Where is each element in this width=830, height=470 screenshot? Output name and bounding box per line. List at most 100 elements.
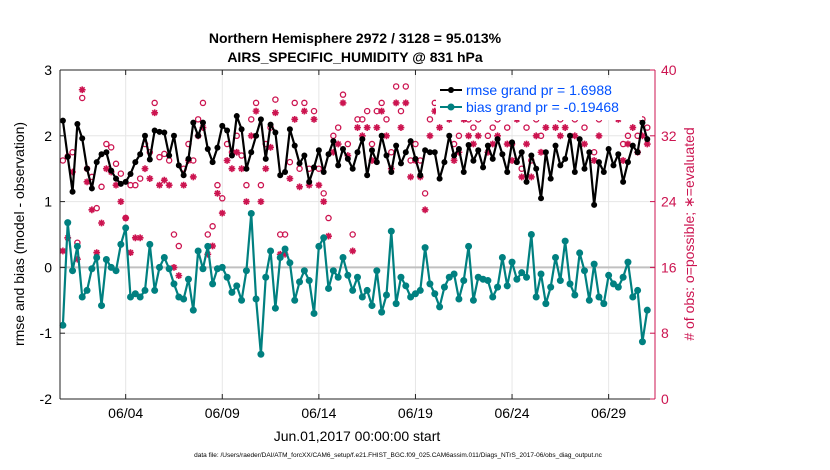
rmse-point — [624, 159, 631, 166]
obs-possible-marker — [392, 83, 400, 90]
bias-point — [141, 286, 149, 294]
obs-evaluated-marker — [300, 107, 308, 115]
bias-point — [238, 296, 246, 304]
obs-possible-marker — [214, 181, 221, 189]
rmse-point — [489, 155, 496, 162]
rmse-point — [291, 142, 298, 149]
y-tick-label-right: 8 — [661, 325, 669, 341]
bias-point — [595, 293, 603, 301]
obs-possible-marker — [98, 183, 105, 191]
rmse-point — [484, 142, 491, 149]
bias-point — [242, 267, 250, 275]
y-ticks-left: -2 -1 0 1 2 3 — [40, 62, 65, 407]
bias-point — [228, 288, 236, 296]
rmse-point — [151, 127, 158, 134]
rmse-point — [59, 117, 66, 124]
obs-evaluated-marker — [571, 132, 579, 140]
rmse-series — [59, 113, 651, 208]
obs-possible-marker — [281, 231, 289, 238]
obs-possible-marker — [397, 107, 405, 115]
bias-point — [194, 247, 202, 255]
obs-possible-marker — [272, 96, 279, 103]
rmse-point — [199, 119, 206, 126]
bias-point — [204, 242, 212, 250]
rmse-point — [402, 149, 409, 156]
bias-point — [436, 303, 444, 311]
x-axis-label: Jun.01,2017 00:00:00 start — [274, 428, 441, 444]
obs-evaluated-marker — [518, 173, 526, 181]
obs-possible-marker — [175, 242, 183, 250]
bias-series — [59, 209, 651, 358]
rmse-point — [378, 132, 385, 139]
rmse-point — [88, 185, 95, 192]
rmse-point — [431, 149, 438, 156]
obs-evaluated-marker — [527, 173, 535, 181]
rmse-point — [455, 145, 462, 152]
y-tick-label-right: 0 — [661, 391, 669, 407]
x-tick-label: 06/24 — [495, 405, 530, 421]
obs-possible-marker — [581, 124, 588, 131]
obs-possible-marker — [194, 116, 202, 123]
rmse-point — [93, 159, 100, 166]
obs-evaluated-marker — [581, 140, 588, 148]
bias-point — [518, 269, 526, 277]
obs-evaluated-series — [59, 86, 651, 280]
bias-point — [69, 267, 77, 275]
bias-point — [165, 265, 173, 273]
obs-evaluated-marker — [223, 157, 231, 164]
obs-evaluated-marker — [88, 206, 96, 214]
obs-evaluated-marker — [595, 132, 603, 140]
obs-possible-marker — [310, 107, 318, 115]
rmse-point — [542, 149, 549, 156]
rmse-point — [562, 155, 569, 162]
obs-possible-marker — [204, 231, 212, 238]
rmse-point — [103, 149, 110, 156]
rmse-point — [518, 149, 525, 156]
obs-evaluated-marker — [325, 232, 332, 240]
obs-evaluated-marker — [383, 132, 390, 140]
bias-point — [252, 295, 260, 303]
obs-possible-marker — [170, 231, 178, 238]
bias-point — [180, 295, 188, 303]
y-tick-label-left: 2 — [44, 128, 52, 144]
bias-point — [590, 260, 598, 268]
obs-possible-marker — [219, 195, 226, 202]
rmse-point — [344, 155, 351, 162]
bias-point — [566, 280, 574, 288]
bias-point — [223, 273, 231, 281]
bias-point — [576, 249, 584, 257]
obs-possible-marker — [301, 99, 308, 107]
y-axis-label-left: rmse and bias (model - observation) — [11, 122, 27, 346]
obs-evaluated-marker — [122, 214, 130, 222]
bias-point — [513, 275, 521, 283]
obs-possible-marker — [363, 107, 371, 115]
x-tick-label: 06/19 — [398, 405, 433, 421]
obs-evaluated-marker — [151, 109, 159, 117]
bias-point — [600, 300, 608, 308]
rmse-point — [586, 149, 593, 156]
chart-title-line2: AIRS_SPECIFIC_HUMIDITY @ 831 hPa — [227, 49, 483, 65]
bias-point — [286, 259, 294, 267]
obs-possible-marker — [624, 132, 632, 140]
obs-possible-marker — [426, 116, 434, 123]
obs-evaluated-marker — [508, 157, 516, 164]
bias-point — [267, 247, 275, 255]
rmse-point — [470, 157, 477, 164]
obs-evaluated-marker — [542, 124, 550, 131]
bias-point — [542, 300, 550, 308]
obs-evaluated-marker — [59, 247, 67, 255]
obs-possible-marker — [107, 144, 115, 151]
obs-possible-marker — [103, 140, 110, 148]
bias-point — [498, 254, 506, 262]
y-tick-label-left: -2 — [40, 391, 53, 407]
obs-evaluated-marker — [69, 168, 76, 176]
y-axis-label-right: # of obs: o=possible; ∗=evaluated — [681, 127, 697, 340]
obs-evaluated-marker — [131, 234, 139, 242]
rmse-point — [243, 165, 250, 172]
rmse-point — [595, 159, 602, 166]
rmse-point — [349, 165, 356, 172]
rmse-point — [340, 145, 347, 152]
obs-possible-marker — [243, 181, 250, 189]
bias-point — [643, 306, 651, 314]
obs-evaluated-marker — [286, 175, 294, 182]
